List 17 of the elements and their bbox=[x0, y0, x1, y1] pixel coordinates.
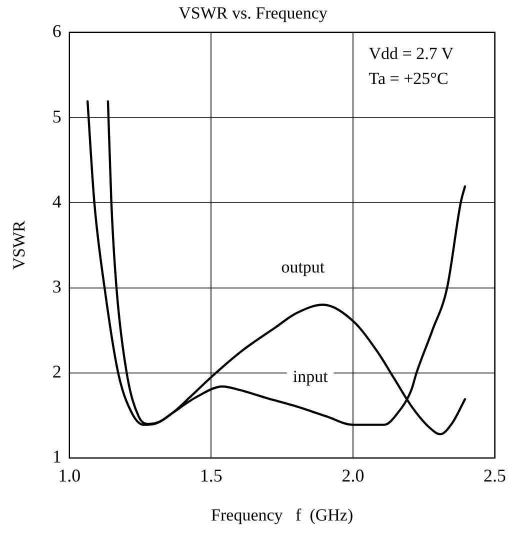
series-label: output bbox=[281, 257, 325, 276]
y-tick-label: 6 bbox=[52, 21, 62, 42]
annotation: Ta = +25°C bbox=[368, 68, 448, 88]
y-tick-label: 2 bbox=[52, 362, 62, 382]
chart-title: VSWR vs. Frequency bbox=[178, 4, 328, 23]
y-tick-label: 3 bbox=[52, 276, 62, 296]
annotation: Vdd = 2.7 V bbox=[368, 44, 454, 63]
x-axis-title: Frequency f (GHz) bbox=[211, 505, 354, 524]
x-tick-label: 1.0 bbox=[58, 466, 81, 486]
series-label: input bbox=[292, 366, 328, 386]
x-tick-label: 2.5 bbox=[484, 466, 506, 486]
x-tick-label: 1.5 bbox=[200, 466, 222, 486]
y-axis-title: VSWR bbox=[10, 220, 29, 270]
y-tick-label: 4 bbox=[52, 191, 62, 212]
y-tick-label: 1 bbox=[52, 446, 62, 467]
y-tick-label: 5 bbox=[52, 106, 62, 126]
x-tick-label: 2.0 bbox=[342, 466, 364, 486]
